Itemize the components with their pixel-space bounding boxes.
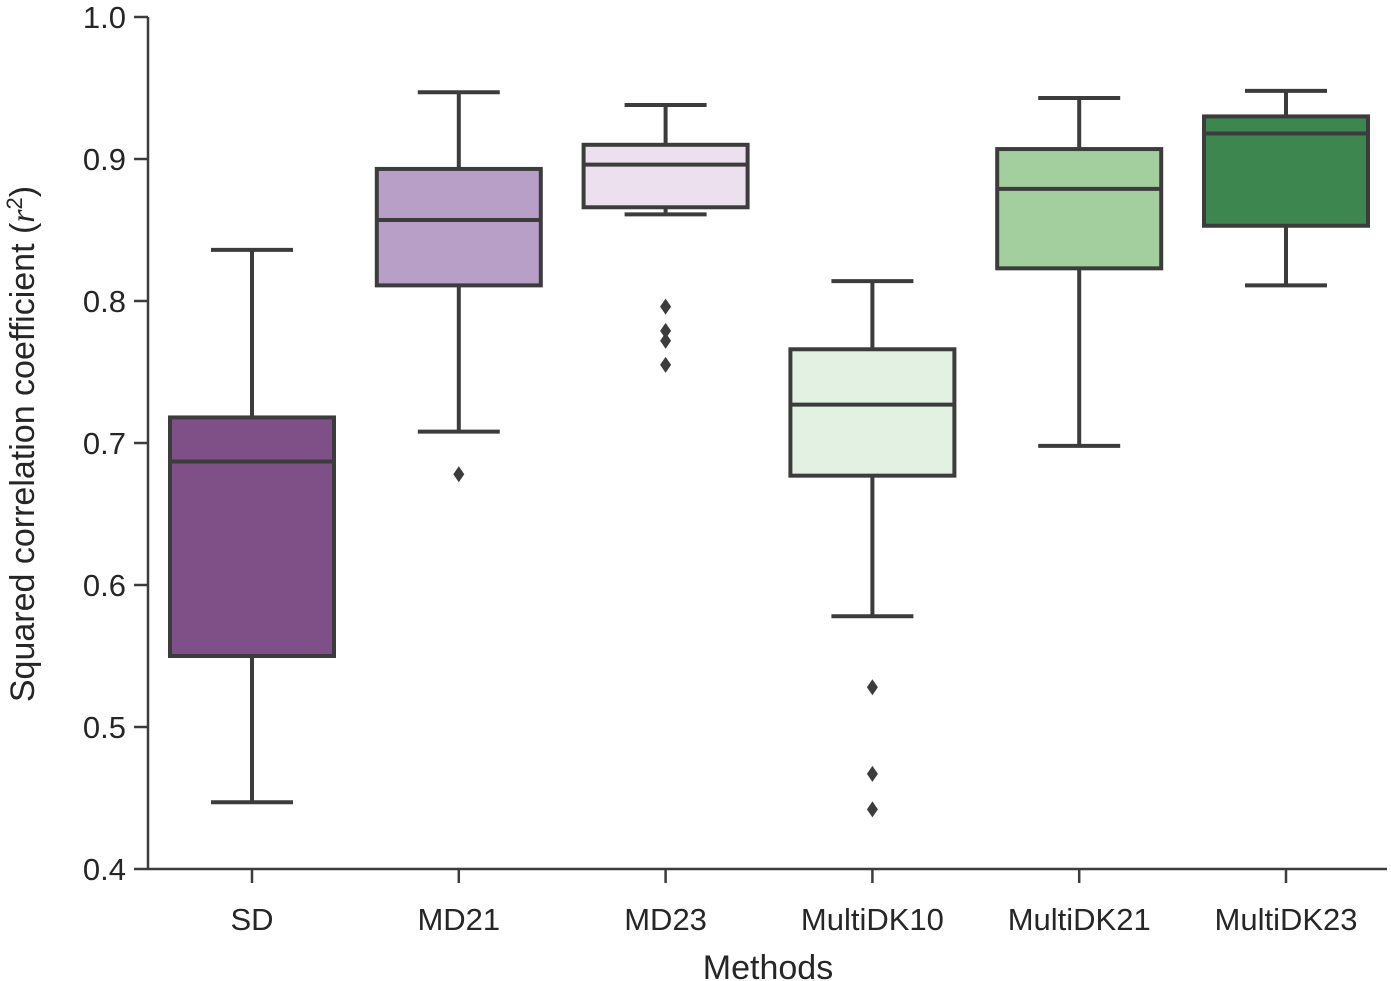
box-iqr bbox=[788, 347, 957, 478]
outlier-point bbox=[866, 765, 878, 782]
y-tick-label: 0.8 bbox=[83, 284, 126, 319]
box-iqr bbox=[374, 166, 543, 288]
y-tick-label: 0.4 bbox=[83, 852, 126, 887]
outlier-point bbox=[866, 679, 878, 696]
y-tick-label: 0.5 bbox=[83, 710, 126, 745]
y-ticks: 0.4 0.5 0.6 0.7 0.8 0.9 1.0 bbox=[83, 0, 148, 887]
box-iqr bbox=[995, 147, 1164, 271]
y-axis-label: Squared correlation coefficient (r2) bbox=[2, 186, 42, 702]
outlier-point bbox=[660, 332, 672, 349]
y-axis-label-text: Squared correlation coefficient bbox=[4, 243, 42, 702]
y-tick-label: 0.9 bbox=[83, 142, 126, 177]
x-tick-label: MultiDK10 bbox=[801, 902, 944, 937]
box-md21 bbox=[374, 90, 543, 483]
box-multidk21 bbox=[995, 95, 1164, 448]
box-sd bbox=[168, 247, 336, 805]
x-tick-label: MultiDK21 bbox=[1008, 902, 1151, 937]
x-axis-label: Methods bbox=[703, 949, 833, 981]
x-tick-label: MD21 bbox=[417, 902, 500, 937]
outlier-point bbox=[453, 466, 465, 483]
box-iqr bbox=[168, 415, 336, 658]
boxes-layer bbox=[168, 88, 1370, 818]
x-tick-label: SD bbox=[230, 902, 273, 937]
x-tick-label: MultiDK23 bbox=[1215, 902, 1358, 937]
box-multidk10 bbox=[788, 279, 957, 818]
x-tick-label: MD23 bbox=[624, 902, 707, 937]
box-multidk23 bbox=[1202, 88, 1370, 288]
box-md23 bbox=[581, 103, 750, 373]
outlier-point bbox=[660, 322, 672, 339]
y-tick-label: 0.7 bbox=[83, 426, 126, 461]
y-axis-label-exponent: 2 bbox=[2, 197, 27, 209]
outlier-point bbox=[660, 298, 672, 315]
y-tick-label: 1.0 bbox=[83, 0, 126, 35]
outlier-point bbox=[660, 356, 672, 373]
x-ticks: SD MD21 MD23 MultiDK10 MultiDK21 MultiDK23 bbox=[230, 869, 1358, 937]
box-iqr bbox=[581, 142, 750, 210]
y-tick-label: 0.6 bbox=[83, 568, 126, 603]
outlier-point bbox=[866, 801, 878, 818]
y-axis-label-symbol: r bbox=[5, 209, 42, 223]
